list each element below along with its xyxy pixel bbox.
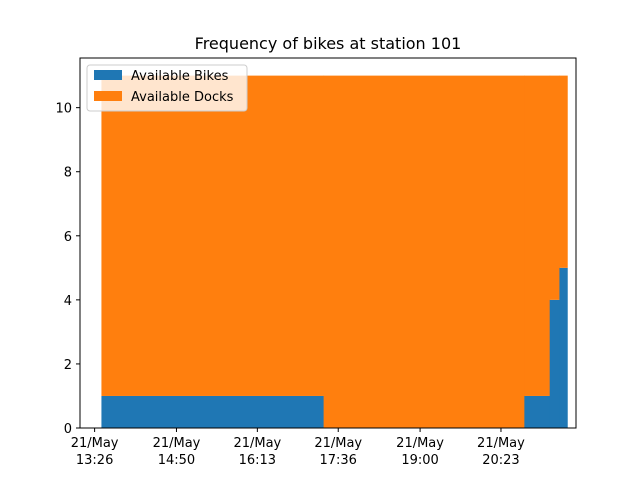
- docks-segment: [559, 75, 568, 268]
- x-tick-label-time: 20:23: [482, 453, 519, 468]
- x-tick-label-time: 17:36: [319, 453, 356, 468]
- bikes-segment: [549, 299, 560, 428]
- y-tick-label: 6: [64, 230, 72, 245]
- x-axis: 21/May 13:26 21/May 14:50 21/May 16:13 21/May 1…: [71, 428, 525, 468]
- bikes-segment: [101, 395, 325, 428]
- bikes-segment: [559, 267, 568, 428]
- axes-frame: [79, 57, 577, 429]
- x-tick-label-time: 16:13: [239, 453, 276, 468]
- legend-swatch-bikes: [94, 70, 122, 80]
- chart-title: Frequency of bikes at station 101: [195, 34, 462, 53]
- x-tick-label-time: 14:50: [158, 453, 195, 468]
- x-tick-label-time: 13:26: [76, 453, 113, 468]
- docks-segment: [524, 75, 551, 396]
- y-axis: 0 2 4 6 8 10: [55, 102, 80, 437]
- x-tick-label-date: 21/May: [396, 436, 444, 451]
- x-tick-label-date: 21/May: [477, 436, 525, 451]
- bikes-segment: [524, 395, 551, 428]
- y-tick-label: 10: [55, 102, 72, 117]
- legend-label-bikes: Available Bikes: [131, 69, 229, 84]
- x-tick-label-date: 21/May: [233, 436, 281, 451]
- legend-label-docks: Available Docks: [131, 90, 234, 105]
- y-tick-label: 4: [64, 294, 72, 309]
- x-tick-label-time: 19:00: [401, 453, 438, 468]
- legend-box: [86, 64, 248, 112]
- docks-segment: [101, 75, 325, 396]
- legend-swatch-docks: [94, 91, 122, 101]
- y-tick-label: 2: [64, 358, 72, 373]
- x-tick-label-date: 21/May: [153, 436, 201, 451]
- plot-area: [101, 75, 568, 428]
- docks-segment: [549, 75, 560, 300]
- legend: Available Bikes Available Docks: [86, 64, 248, 112]
- x-tick-label-date: 21/May: [314, 436, 362, 451]
- y-tick-label: 8: [64, 166, 72, 181]
- docks-segment: [323, 75, 525, 428]
- y-tick-label: 0: [64, 422, 72, 437]
- x-tick-label-date: 21/May: [71, 436, 119, 451]
